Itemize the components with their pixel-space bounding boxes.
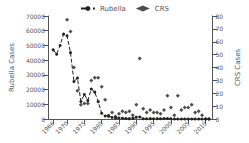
svg-text:30000: 30000 bbox=[26, 71, 45, 78]
svg-text:10: 10 bbox=[215, 103, 223, 110]
svg-text:CRS Cases: CRS Cases bbox=[234, 49, 242, 87]
svg-text:1995: 1995 bbox=[140, 119, 156, 135]
svg-text:1975: 1975 bbox=[71, 119, 87, 135]
svg-text:1970: 1970 bbox=[54, 119, 70, 135]
svg-text:10000: 10000 bbox=[26, 101, 45, 108]
svg-text:60: 60 bbox=[215, 38, 223, 45]
svg-text:70000: 70000 bbox=[26, 13, 45, 20]
svg-text:CRS: CRS bbox=[155, 5, 170, 13]
svg-text:50: 50 bbox=[215, 51, 223, 58]
svg-text:20000: 20000 bbox=[26, 86, 45, 93]
svg-text:40000: 40000 bbox=[26, 57, 45, 64]
svg-text:70: 70 bbox=[215, 25, 223, 32]
svg-text:2010: 2010 bbox=[192, 119, 208, 135]
svg-text:2000: 2000 bbox=[158, 119, 174, 135]
svg-text:40: 40 bbox=[215, 64, 223, 71]
svg-text:Rubella Cases: Rubella Cases bbox=[8, 43, 16, 92]
svg-text:Rubella: Rubella bbox=[100, 5, 126, 13]
svg-text:20: 20 bbox=[215, 90, 223, 97]
svg-text:60000: 60000 bbox=[26, 27, 45, 34]
svg-text:2005: 2005 bbox=[175, 119, 191, 135]
svg-text:50000: 50000 bbox=[26, 42, 45, 49]
svg-text:1966: 1966 bbox=[40, 119, 56, 135]
svg-text:80: 80 bbox=[215, 13, 223, 20]
svg-text:1985: 1985 bbox=[106, 119, 122, 135]
svg-text:1990: 1990 bbox=[123, 119, 139, 135]
svg-text:0: 0 bbox=[41, 116, 45, 123]
svg-text:0: 0 bbox=[215, 116, 219, 123]
svg-text:30: 30 bbox=[215, 77, 223, 84]
svg-text:1980: 1980 bbox=[88, 119, 104, 135]
